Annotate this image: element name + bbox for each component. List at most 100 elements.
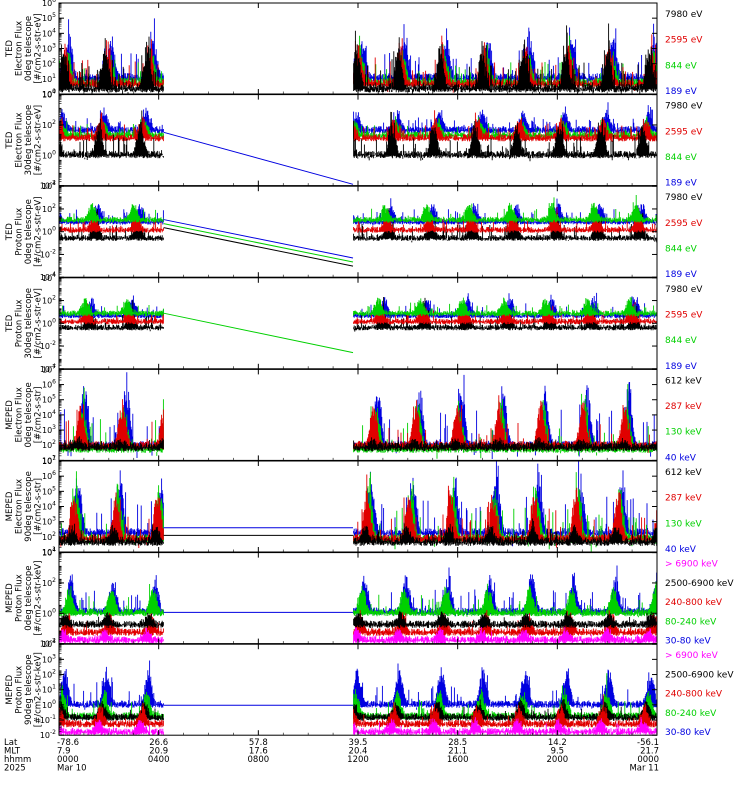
y-tick-label: 10-1 xyxy=(40,714,56,725)
legend-entry: 2595 eV xyxy=(665,219,703,229)
y-tick-label: 10-2 xyxy=(40,248,56,259)
tick-base: 10 xyxy=(40,731,50,740)
y-axis-label-line: MEPED xyxy=(5,583,15,613)
y-axis-label-line: Proton Flux xyxy=(15,208,25,256)
y-tick-label: 10-2 xyxy=(40,638,56,649)
y-axis-label-line: TED xyxy=(5,223,15,242)
tick-exp: 4 xyxy=(52,89,56,96)
legend-entry: 7980 eV xyxy=(665,193,703,203)
legend-entry: 240-800 keV xyxy=(665,598,723,608)
tick-base: 10 xyxy=(42,457,52,466)
y-tick-label: 100 xyxy=(42,226,56,237)
tick-base: 10 xyxy=(42,533,52,542)
series-80-240-kev xyxy=(59,581,657,618)
y-axis-label: MEPEDProton Flux0deg telescope[#/cm2-s-s… xyxy=(5,561,44,636)
tick-exp: 5 xyxy=(52,485,56,492)
tick-base: 10 xyxy=(42,14,52,23)
tick-exp: 0 xyxy=(52,317,56,324)
y-axis-label-line: 90deg telescope xyxy=(24,654,34,725)
legend-entry: > 6900 keV xyxy=(665,560,719,570)
y-tick-label: 103 xyxy=(42,424,56,435)
tick-base: 10 xyxy=(42,487,52,496)
footer-value: Mar 11 xyxy=(629,763,659,773)
y-tick-label: 102 xyxy=(42,577,56,588)
legend-entry: 7980 eV xyxy=(665,10,703,20)
tick-exp: 2 xyxy=(52,58,56,65)
tick-base: 10 xyxy=(42,655,52,664)
tick-exp: 3 xyxy=(52,516,56,523)
tick-exp: 6 xyxy=(52,0,56,4)
footer-row-label: 2025 xyxy=(4,763,26,773)
tick-exp: 3 xyxy=(52,653,56,660)
y-tick-label: 107 xyxy=(42,455,56,466)
series-7980-ev xyxy=(59,110,657,162)
tick-base: 10 xyxy=(40,342,50,351)
tick-exp: -2 xyxy=(50,729,56,736)
tick-base: 10 xyxy=(42,60,52,69)
tick-exp: -4 xyxy=(50,271,56,278)
y-tick-label: 106 xyxy=(42,470,56,481)
tick-base: 10 xyxy=(42,29,52,38)
tick-base: 10 xyxy=(42,441,52,450)
tick-exp: 2 xyxy=(52,669,56,676)
tick-exp: -1 xyxy=(50,714,56,721)
legend-entry: 844 eV xyxy=(665,61,698,71)
series-844-ev xyxy=(59,195,657,224)
tick-base: 10 xyxy=(42,75,52,84)
tick-base: 10 xyxy=(42,91,52,100)
y-tick-label: 104 xyxy=(42,89,56,100)
footer-value: 9.5 xyxy=(551,746,565,756)
legend-entry: 2500-6900 keV xyxy=(665,579,734,589)
footer-value: Mar 10 xyxy=(57,763,87,773)
footer-value: 28.5 xyxy=(448,738,467,748)
tick-base: 10 xyxy=(42,297,52,306)
tick-base: 10 xyxy=(42,411,52,420)
plot-area xyxy=(59,292,657,354)
series-2595-ev xyxy=(59,302,657,325)
y-axis-label-line: [#/cm2-s-str] xyxy=(34,478,44,535)
tick-exp: 1 xyxy=(52,684,56,691)
y-axis-label-line: 0deg telescope xyxy=(24,199,34,264)
y-tick-label: 102 xyxy=(42,531,56,542)
y-tick-label: 102 xyxy=(42,203,56,214)
y-tick-label: 106 xyxy=(42,379,56,390)
y-tick-label: 103 xyxy=(42,516,56,527)
legend-entry: 240-800 keV xyxy=(665,690,723,700)
y-tick-label: 102 xyxy=(42,439,56,450)
tick-exp: 5 xyxy=(52,12,56,19)
footer-value: 26.6 xyxy=(149,738,168,748)
footer-value: 1200 xyxy=(347,755,369,765)
y-axis-label-line: [#/cm2-s-str-eV] xyxy=(34,105,44,175)
y-axis-label-line: [#/cm2-s-str] xyxy=(34,386,44,443)
y-tick-label: 106 xyxy=(42,0,56,8)
y-tick-label: 104 xyxy=(42,547,56,558)
legend-entry: 30-80 keV xyxy=(665,637,711,647)
series-2595-ev xyxy=(59,110,657,142)
tick-exp: 0 xyxy=(52,607,56,614)
y-tick-label: 105 xyxy=(42,12,56,23)
tick-base: 10 xyxy=(42,472,52,481)
y-tick-label: 10-2 xyxy=(40,180,56,191)
y-tick-label: 105 xyxy=(42,485,56,496)
y-tick-label: 10-2 xyxy=(40,340,56,351)
tick-exp: -2 xyxy=(50,638,56,645)
footer-value: -78.6 xyxy=(57,738,79,748)
y-axis-label-line: Proton Flux xyxy=(15,299,25,347)
y-tick-label: 10-2 xyxy=(40,729,56,740)
y-tick-label: 102 xyxy=(42,58,56,69)
plot-area xyxy=(59,102,657,185)
tick-base: 10 xyxy=(42,228,52,237)
y-tick-label: 101 xyxy=(42,684,56,695)
footer-value: 0000 xyxy=(637,755,659,765)
gap-line-3 xyxy=(163,227,354,267)
y-axis-label-line: 30deg telescope xyxy=(24,105,34,176)
tick-base: 10 xyxy=(40,716,50,725)
y-axis-label-line: 0deg telescope xyxy=(24,565,34,630)
legend-entry: 287 keV xyxy=(665,494,702,504)
footer-row-label: MLT xyxy=(4,746,21,756)
tick-base: 10 xyxy=(40,182,50,191)
tick-base: 10 xyxy=(42,319,52,328)
